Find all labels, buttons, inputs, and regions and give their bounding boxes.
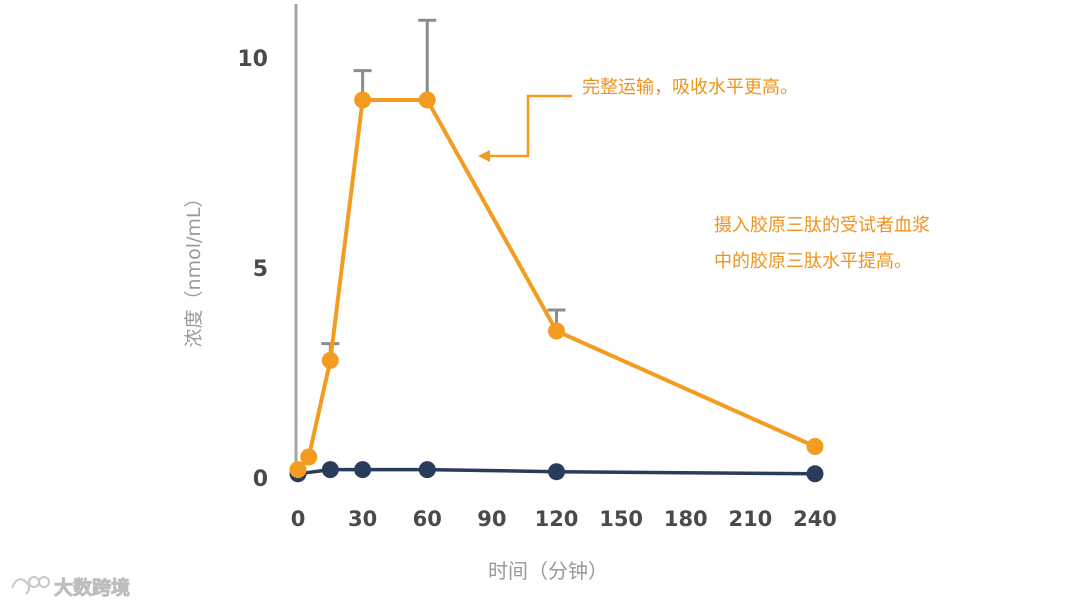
x-tick-label: 0 <box>291 507 306 531</box>
data-point <box>806 438 824 455</box>
data-point <box>289 461 307 479</box>
y-tick-label: 0 <box>253 467 268 492</box>
x-axis-title: 时间（分钟） <box>488 559 608 583</box>
annotation-arrowhead <box>478 150 490 162</box>
x-tick-label: 150 <box>599 507 643 531</box>
data-point <box>354 461 372 479</box>
x-tick-label: 60 <box>413 507 442 531</box>
annotation-side-note-line1: 摄入胶原三肽的受试者血浆 <box>714 215 930 236</box>
data-point <box>806 465 824 483</box>
x-tick-label: 90 <box>477 507 506 531</box>
data-point <box>300 448 318 466</box>
y-tick-labels: 0 5 10 <box>237 47 268 492</box>
data-point <box>321 351 339 369</box>
y-axis-title: 浓度（nmol/mL） <box>183 189 205 348</box>
annotation-arrow <box>486 94 572 158</box>
data-point <box>548 463 565 481</box>
x-tick-label: 120 <box>535 507 579 531</box>
series-1 <box>289 461 824 483</box>
data-point <box>548 322 565 340</box>
x-tick-labels: 0 30 60 90 120 150 180 210 240 <box>291 507 837 531</box>
data-point <box>418 91 436 109</box>
watermark: 大数跨境 <box>11 576 130 599</box>
data-point <box>354 91 372 109</box>
series-layer <box>289 18 824 483</box>
y-tick-label: 10 <box>237 47 268 72</box>
annotation-arrow-note: 完整运输，吸收水平更高。 <box>582 77 798 98</box>
watermark-logo-icon <box>11 576 50 595</box>
x-tick-label: 210 <box>728 507 772 531</box>
data-point <box>321 461 339 479</box>
x-tick-label: 240 <box>793 507 837 531</box>
data-point <box>418 461 436 479</box>
x-tick-label: 180 <box>664 507 708 531</box>
x-tick-label: 30 <box>348 507 377 531</box>
y-tick-label: 5 <box>253 257 268 282</box>
watermark-text: 大数跨境 <box>54 576 130 599</box>
series-line <box>296 98 816 471</box>
annotation-side-note-line2: 中的胶原三肽水平提高。 <box>714 251 912 272</box>
series-0 <box>289 18 824 479</box>
